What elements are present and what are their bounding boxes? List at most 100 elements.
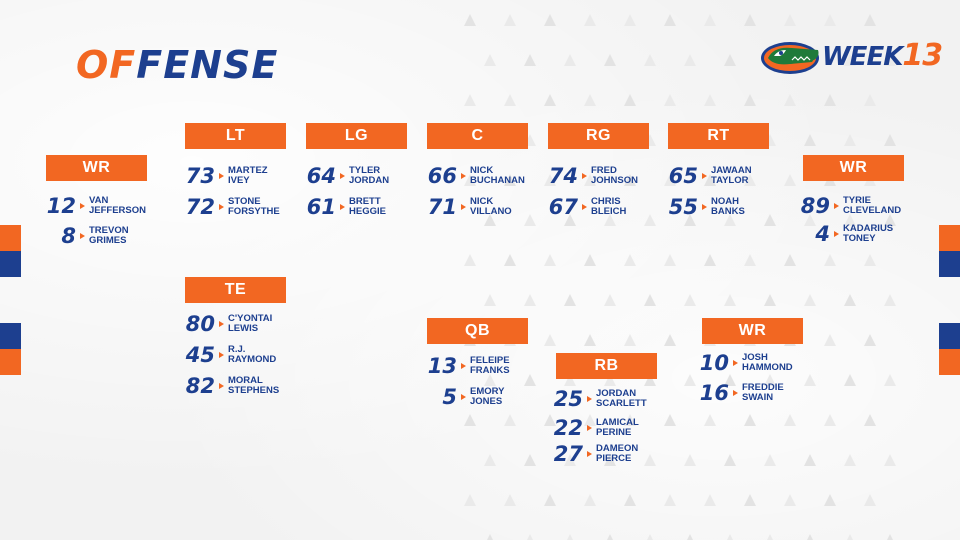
position-label-qb: QB [427,318,528,344]
player-first-name: KADARIUS [843,223,894,234]
position-label-rt: RT [668,123,769,149]
arrow-icon [340,204,345,210]
player-last-name: JOHNSON [591,175,638,186]
player-row: 10 JOSH HAMMOND [699,350,793,376]
player-first-name: BRETT [349,196,381,207]
player-number: 13 [427,354,457,378]
player-number: 61 [306,195,336,219]
player-last-name: IVEY [228,175,250,186]
position-label-wr-left: WR [46,155,147,181]
player-last-name: BANKS [711,206,745,217]
player-first-name: FRED [591,165,617,176]
arrow-icon [219,204,224,210]
player-number: 72 [185,195,215,219]
player-last-name: PIERCE [596,453,632,464]
arrow-icon [582,173,587,179]
position-label-wr-slot: WR [702,318,803,344]
week-label: WEEK [822,42,903,72]
player-row: 22 LAMICAL PERINE [553,415,639,441]
arrow-icon [340,173,345,179]
page-title-rest: FENSE [136,43,279,87]
player-number: 12 [46,194,76,218]
arrow-icon [219,383,224,389]
position-label-rb: RB [556,353,657,379]
arrow-icon [80,203,85,209]
player-number: 64 [306,164,336,188]
player-last-name: SWAIN [742,392,774,403]
player-last-name: LEWIS [228,323,259,334]
player-row: 72 STONE FORSYTHE [185,194,280,220]
player-last-name: RAYMOND [228,354,277,365]
player-row: 66 NICK BUCHANAN [427,163,525,189]
player-last-name: JONES [470,396,503,407]
player-first-name: VAN [89,195,109,206]
player-row: 55 NOAH BANKS [668,194,745,220]
player-first-name: CHRIS [591,196,621,207]
arrow-icon [219,321,224,327]
player-number: 89 [800,194,830,218]
player-number: 71 [427,195,457,219]
position-label-lg: LG [306,123,407,149]
arrow-icon [461,173,466,179]
player-number: 82 [185,374,215,398]
arrow-icon [461,394,466,400]
player-first-name: JAWAAN [711,165,752,176]
player-row: 12 VAN JEFFERSON [46,193,146,219]
position-label-te: TE [185,277,286,303]
player-row: 73 MARTEZ IVEY [185,163,268,189]
player-row: 67 CHRIS BLEICH [548,194,627,220]
arrow-icon [80,233,85,239]
player-first-name: MORAL [228,375,263,386]
player-row: 8 TREVON GRIMES [46,223,128,249]
arrow-icon [587,451,592,457]
player-row: 82 MORAL STEPHENS [185,373,279,399]
player-first-name: JOSH [742,352,768,363]
player-first-name: R.J. [228,344,246,355]
player-first-name: NICK [470,196,494,207]
player-number: 27 [553,442,583,466]
player-row: 64 TYLER JORDAN [306,163,389,189]
player-number: 67 [548,195,578,219]
player-row: 4 KADARIUS TONEY [800,221,893,247]
player-first-name: NICK [470,165,494,176]
player-first-name: LAMICAL [596,417,639,428]
arrow-icon [834,231,839,237]
edge-stripe-right-bottom [939,323,960,375]
week-logo: WEEK13 [760,36,943,78]
player-number: 5 [442,385,457,409]
player-first-name: STONE [228,196,261,207]
player-row: 25 JORDAN SCARLETT [553,386,647,412]
player-number: 65 [668,164,698,188]
arrow-icon [219,352,224,358]
player-first-name: C'YONTAI [228,313,273,324]
position-label-c: C [427,123,528,149]
player-last-name: BLEICH [591,206,627,217]
player-last-name: HEGGIE [349,206,386,217]
arrow-icon [702,204,707,210]
player-last-name: CLEVELAND [843,205,902,216]
player-last-name: JORDAN [349,175,390,186]
player-first-name: NOAH [711,196,739,207]
arrow-icon [587,396,592,402]
arrow-icon [461,363,466,369]
arrow-icon [834,203,839,209]
player-row: 16 FREDDIE SWAIN [699,380,784,406]
edge-stripe-right-top [939,225,960,277]
arrow-icon [733,390,738,396]
player-row: 89 TYRIE CLEVELAND [800,193,901,219]
player-number: 22 [553,416,583,440]
player-number: 25 [553,387,583,411]
page-title-accent: OF [76,43,137,87]
player-first-name: FELEIPE [470,355,510,366]
position-label-wr-right: WR [803,155,904,181]
player-last-name: SCARLETT [596,398,647,409]
edge-stripe-left-bottom [0,323,21,375]
arrow-icon [219,173,224,179]
player-row: 45 R.J. RAYMOND [185,342,276,368]
gator-head-icon [761,42,819,74]
player-first-name: DAMEON [596,443,639,454]
player-number: 10 [699,351,729,375]
player-number: 55 [668,195,698,219]
position-label-lt: LT [185,123,286,149]
player-first-name: FREDDIE [742,382,784,393]
